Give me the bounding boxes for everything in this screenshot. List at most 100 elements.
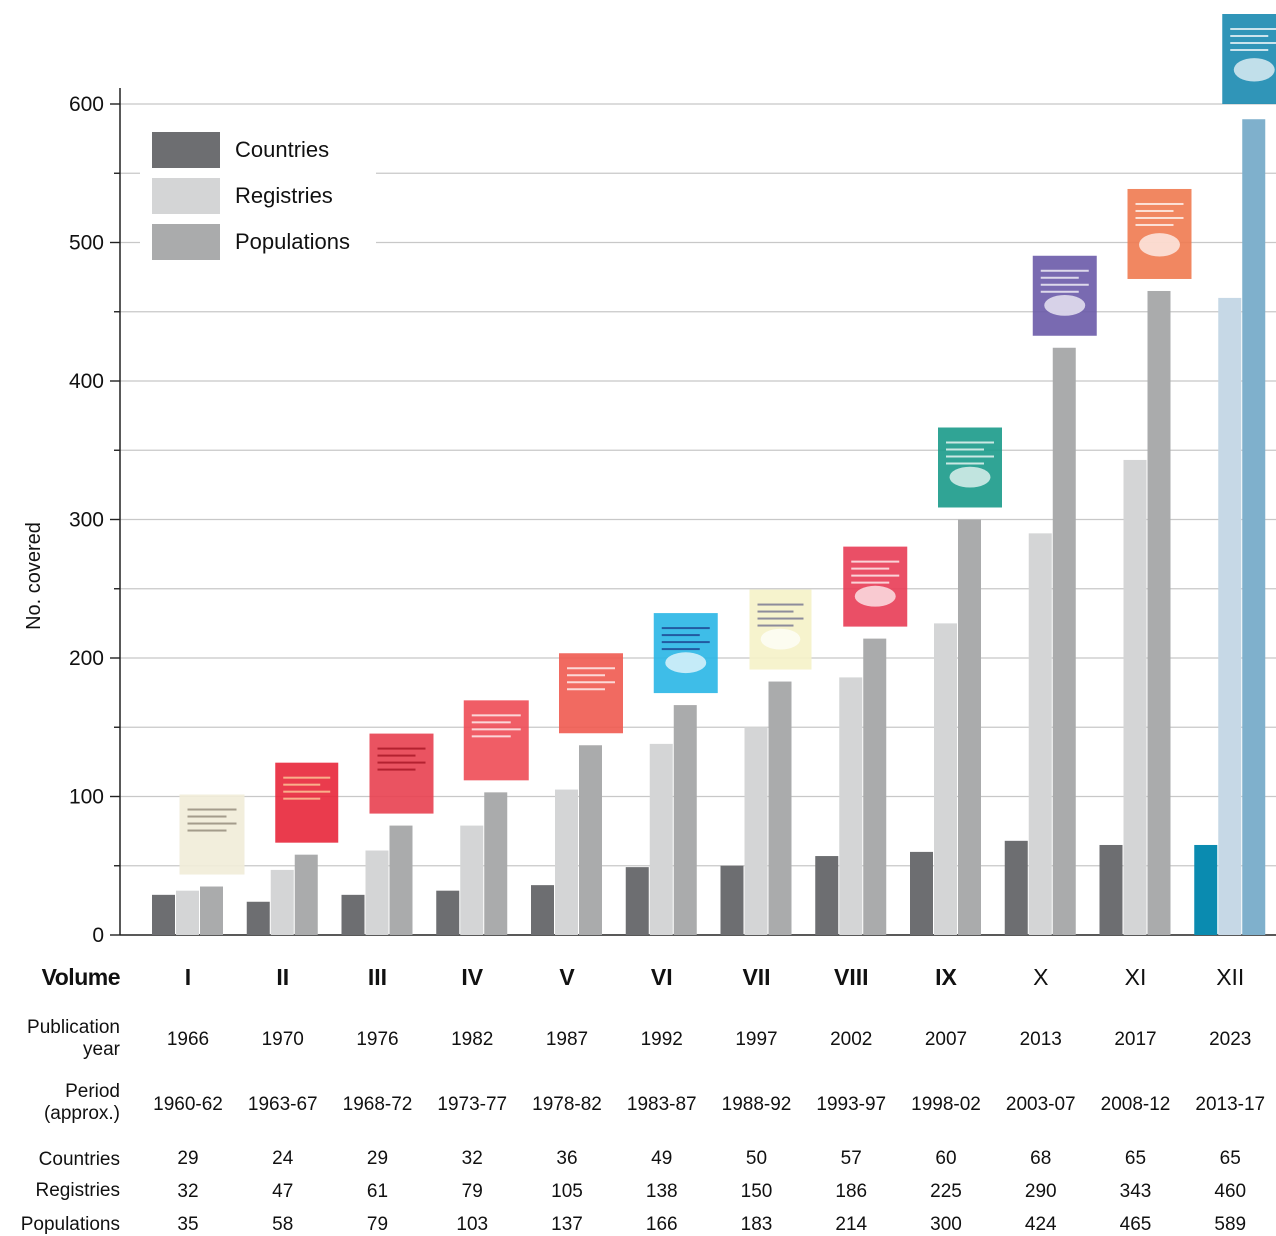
publication-label-line2: year [83,1039,120,1060]
bar-chart: 0 100 200 300 400 500 600 No. covered Countries R… [23,14,1276,945]
book-cover-text-line [757,610,794,613]
book-cover-text-line [567,674,605,677]
publication-year-row-label: Publication year [27,1017,120,1061]
book-cover-map-shape [854,585,896,607]
book-cover-text-line [377,747,426,750]
volume-cell: I [184,964,192,990]
populations-count-cell: 166 [645,1214,678,1235]
countries-row-label: Countries [38,1149,120,1170]
book-cover-text-line [471,728,521,731]
book-cover-text-line [471,721,511,724]
registries-count-cell: 105 [551,1181,583,1202]
book-cover-text-line [283,783,321,786]
book-cover-text-line [283,797,321,800]
book-cover-text-line [187,829,227,832]
populations-count-cell: 137 [551,1214,583,1235]
book-cover-text-line [1135,202,1184,205]
book-cover-text-line [1230,35,1269,37]
volume-cell: VIII [833,964,869,990]
registries-count-cell: 460 [1214,1181,1247,1202]
period-cell: 1978-82 [532,1094,602,1115]
bar-countries-IV [436,890,460,935]
countries-count-cell: 57 [840,1148,862,1169]
bar-populations-II [294,854,318,935]
period-label-line1: Period [65,1081,120,1102]
legend-label-countries: Countries [235,137,329,162]
book-cover-map-shape [1044,294,1086,316]
publication-year-cell: 2017 [1114,1029,1157,1050]
populations-count-cell: 589 [1214,1214,1247,1235]
countries-count-cell: 60 [935,1148,957,1169]
period-cell: 1998-02 [911,1094,981,1115]
y-tick-label: 300 [69,509,104,532]
book-cover-text-line [377,754,416,757]
populations-count-cell: 58 [272,1214,294,1235]
period-cell: 1963-67 [247,1094,318,1115]
bar-countries-I [152,894,175,935]
book-cover-text-line [377,768,416,771]
countries-count-cell: 65 [1219,1148,1241,1169]
book-cover-text-line [1135,223,1174,226]
book-cover-text-line [1230,42,1276,44]
bar-registries-IX [934,623,957,935]
volume-cell: X [1033,964,1049,990]
book-cover-text-line [946,441,994,444]
volume-cell: IX [935,964,957,990]
period-cell: 2013-17 [1195,1094,1266,1115]
volume-cell: V [559,964,575,990]
book-cover-image [179,794,245,875]
publication-label-line1: Publication [27,1017,120,1038]
populations-count-cell: 103 [456,1214,489,1235]
bar-countries-XII [1194,844,1218,935]
y-tick-label: 200 [69,647,104,670]
registries-count-cell: 186 [835,1181,868,1202]
book-cover-text-line [946,455,994,458]
book-cover-text-line [661,627,710,630]
countries-count-cell: 49 [651,1148,673,1169]
period-cell: 2008-12 [1100,1094,1171,1115]
y-tick-label: 500 [69,232,104,255]
publication-year-cell: 1997 [735,1029,778,1050]
book-cover-image [463,700,529,781]
publication-year-cell: 1982 [451,1029,494,1050]
book-cover-text-line [946,448,984,451]
bar-countries-XI [1099,844,1123,935]
book-cover-text-line [946,462,984,465]
bar-populations-IX [958,519,981,935]
countries-count-cell: 36 [556,1148,578,1169]
book-cover-text-line [1230,28,1276,30]
bar-registries-IV [460,825,484,935]
bar-registries-II [270,869,294,935]
bar-registries-XI [1123,459,1147,935]
book-cover-text-line [471,735,511,738]
bar-countries-X [1004,840,1028,935]
populations-count-cell: 183 [740,1214,773,1235]
book-cover-text-line [851,581,890,584]
book-cover-text-line [471,714,521,717]
publication-year-cell: 2007 [924,1029,968,1050]
registries-count-cell: 290 [1024,1181,1057,1202]
bar-countries-IX [910,851,933,935]
volume-cell: VI [650,964,673,990]
book-cover-text-line [1230,49,1269,51]
registries-count-cell: 47 [272,1181,294,1202]
publication-year-cell: 2023 [1209,1029,1252,1050]
book-cover-text-line [1040,290,1079,293]
bar-populations-VII [768,681,792,935]
book-cover-text-line [1135,216,1184,219]
book-cover-text-line [1040,269,1089,272]
period-cell: 2003-07 [1005,1094,1076,1115]
countries-count-cell: 24 [272,1148,294,1169]
registries-row-label: Registries [35,1180,120,1201]
populations-count-cell: 35 [177,1214,199,1235]
bar-countries-VIII [815,856,839,935]
book-cover-image [369,733,434,814]
volume-cell: IV [461,964,484,990]
book-cover-text-line [567,688,605,691]
countries-count-cell: 65 [1124,1148,1147,1169]
bar-registries-VIII [839,677,863,935]
volume-cell: III [367,964,388,990]
legend-swatch-populations [152,224,220,260]
registries-count-cell: 61 [366,1181,389,1202]
bar-countries-VI [625,867,649,935]
